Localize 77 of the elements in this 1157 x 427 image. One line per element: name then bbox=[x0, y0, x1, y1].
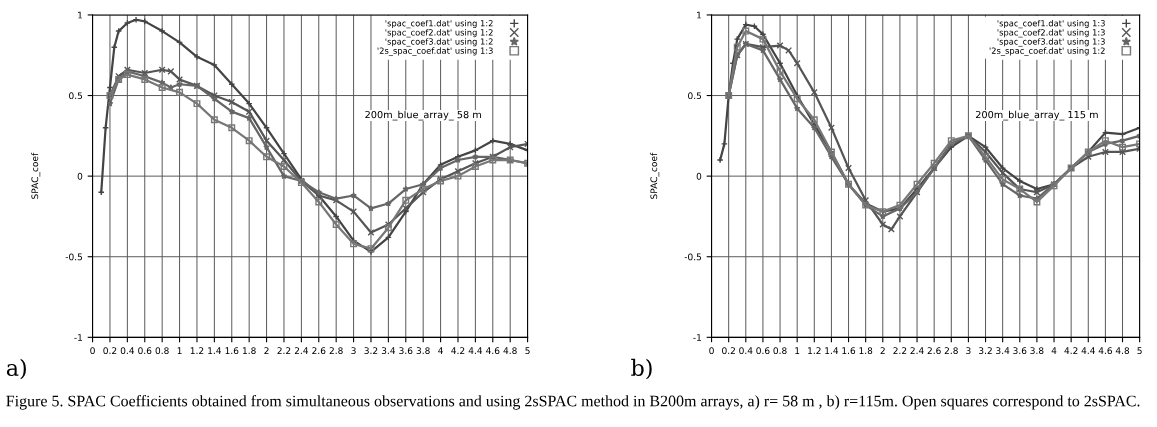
x-tick-label: 2.8 bbox=[329, 347, 343, 355]
x-tick-label: 2.6 bbox=[312, 347, 326, 355]
legend-label: '2s_spac_coef.dat' using 1:2 bbox=[989, 47, 1105, 56]
x-tick-label: 0.8 bbox=[773, 347, 787, 355]
x-tick-label: 4 bbox=[438, 347, 443, 354]
legend-label: 'spac_coef3.dat' using 1:2 bbox=[385, 38, 493, 47]
x-tick-label: 3.4 bbox=[996, 347, 1010, 355]
x-tick-label: 2.4 bbox=[294, 347, 309, 354]
y-tick-label: 0.5 bbox=[688, 92, 702, 100]
x-tick-label: 0.4 bbox=[739, 347, 753, 355]
x-tick-label: 1.8 bbox=[242, 347, 256, 355]
x-tick-label: 4.8 bbox=[1115, 347, 1130, 355]
y-tick-label: -0.5 bbox=[684, 253, 702, 261]
legend-label: 'spac_coef2.dat' using 1:3 bbox=[997, 29, 1105, 38]
y-tick-label: -0.5 bbox=[65, 253, 83, 261]
x-tick-label: 5 bbox=[525, 347, 530, 355]
y-tick-label: -1 bbox=[693, 334, 701, 341]
x-tick-label: 2.4 bbox=[910, 347, 924, 354]
x-tick-label: 1.2 bbox=[190, 347, 204, 354]
x-tick-label: 4.4 bbox=[468, 347, 483, 354]
x-tick-label: 3.2 bbox=[364, 347, 378, 355]
x-tick-label: 4 bbox=[1051, 347, 1057, 354]
y-axis-title: SPAC_coef bbox=[650, 152, 660, 199]
x-tick-label: 0 bbox=[90, 347, 95, 355]
x-tick-label: 2.6 bbox=[927, 347, 941, 355]
x-tick-label: 4.4 bbox=[1081, 347, 1095, 354]
legend-label: 'spac_coef1.dat' using 1:3 bbox=[997, 19, 1105, 29]
y-tick-label: 1 bbox=[78, 11, 82, 19]
x-tick-label: 3.6 bbox=[399, 347, 413, 355]
x-tick-label: 2 bbox=[880, 347, 885, 354]
x-tick-label: 4.2 bbox=[451, 347, 465, 354]
x-tick-label: 0 bbox=[709, 347, 714, 355]
x-tick-label: 1.2 bbox=[808, 347, 821, 354]
x-tick-label: 0.4 bbox=[120, 347, 135, 355]
legend-label: 'spac_coef1.dat' using 1:2 bbox=[385, 19, 493, 29]
x-tick-label: 3 bbox=[351, 347, 356, 355]
x-tick-label: 3.6 bbox=[1013, 347, 1027, 355]
x-tick-label: 0.6 bbox=[138, 347, 152, 355]
x-tick-label: 1 bbox=[177, 347, 182, 354]
x-tick-label: 1.6 bbox=[225, 347, 239, 355]
x-tick-label: 3.2 bbox=[979, 347, 992, 355]
x-tick-label: 1 bbox=[795, 347, 800, 354]
x-tick-label: 2 bbox=[264, 347, 269, 354]
x-tick-label: 1.8 bbox=[859, 347, 873, 355]
x-tick-label: 0.8 bbox=[155, 347, 169, 355]
x-tick-label: 0.6 bbox=[756, 347, 770, 355]
x-tick-label: 3.8 bbox=[1030, 347, 1044, 355]
text: b) bbox=[631, 358, 652, 380]
legend-label: 'spac_coef2.dat' using 1:2 bbox=[385, 29, 493, 38]
caption: Figure 5. SPAC Coefficients obtained from simultaneous observations and using 2sSPAC method in B200m arrays, a) r= 58 m , b) r=115m. Open squares correspond to 2sSPAC. bbox=[6, 394, 1140, 410]
x-tick-label: 0.2 bbox=[722, 347, 735, 355]
x-tick-label: 2.8 bbox=[944, 347, 958, 355]
y-tick-label: 0.5 bbox=[69, 92, 83, 100]
x-tick-label: 3.8 bbox=[416, 347, 430, 355]
y-tick-label: 1 bbox=[697, 11, 701, 19]
x-tick-label: 2.2 bbox=[893, 347, 907, 354]
x-tick-label: 3.4 bbox=[381, 347, 396, 355]
y-tick-label: 0 bbox=[77, 172, 83, 180]
x-tick-label: 4.6 bbox=[1098, 347, 1113, 355]
annotation: 200m_blue_array_ 115 m bbox=[975, 110, 1098, 121]
y-tick-label: -1 bbox=[74, 334, 82, 341]
x-tick-label: 5 bbox=[1137, 347, 1142, 355]
legend-label: 'spac_coef3.dat' using 1:3 bbox=[997, 38, 1105, 47]
x-tick-label: 1.4 bbox=[208, 347, 222, 354]
x-tick-label: 3 bbox=[966, 347, 971, 355]
text: a) bbox=[6, 358, 26, 380]
legend-label: '2s_spac_coef.dat' using 1:3 bbox=[377, 47, 493, 56]
x-tick-label: 1.6 bbox=[842, 347, 856, 355]
x-tick-label: 2.2 bbox=[277, 347, 291, 354]
annotation: 200m_blue_array_ 58 m bbox=[365, 110, 481, 121]
x-tick-label: 4.2 bbox=[1064, 347, 1078, 354]
x-tick-label: 4.6 bbox=[486, 347, 500, 355]
y-axis-title: SPAC_coef bbox=[31, 152, 41, 199]
x-tick-label: 4.8 bbox=[503, 347, 517, 355]
y-tick-label: 0 bbox=[696, 172, 702, 180]
x-tick-label: 1.4 bbox=[825, 347, 839, 354]
x-tick-label: 0.2 bbox=[103, 347, 117, 355]
